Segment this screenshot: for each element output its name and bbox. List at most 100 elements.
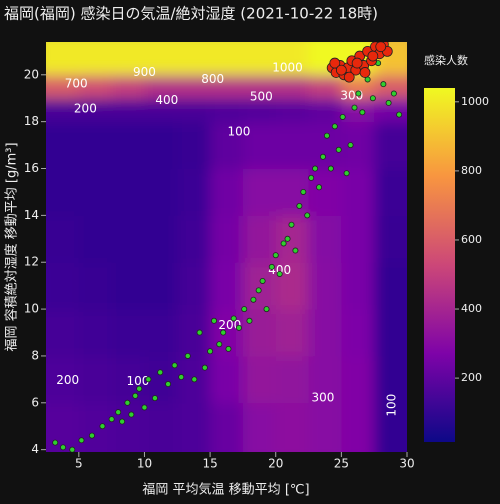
contour-label: 100	[384, 394, 398, 417]
heat-cell	[275, 309, 310, 357]
x-tick-label: 20	[268, 457, 283, 471]
heat-cell	[46, 74, 80, 99]
y-tick-label: 10	[24, 302, 39, 316]
heat-cell	[308, 309, 342, 357]
heat-cell	[275, 42, 310, 76]
heat-cell	[210, 98, 244, 123]
scatter-point	[108, 416, 115, 423]
scatter-point	[211, 317, 218, 324]
scatter-point	[272, 252, 279, 259]
scatter-point	[157, 369, 164, 376]
heat-cell	[374, 74, 407, 99]
y-tick-label: 20	[24, 67, 39, 81]
scatter-point	[255, 287, 262, 294]
scatter-point	[128, 411, 135, 418]
scatter-point	[335, 146, 342, 153]
scatter-point	[343, 170, 350, 177]
heat-cell	[374, 402, 407, 452]
heat-cell	[341, 121, 375, 170]
heat-cell	[341, 215, 375, 263]
heat-cell	[374, 168, 407, 216]
heat-cell	[144, 42, 178, 76]
heat-cell	[242, 168, 277, 216]
contour-label: 200	[74, 101, 97, 115]
heat-cell	[177, 168, 211, 216]
scatter-point	[355, 90, 362, 97]
heat-cell	[177, 402, 211, 452]
scatter-point	[339, 113, 346, 120]
scatter-point	[171, 362, 178, 369]
heatmap-layer	[46, 42, 407, 452]
heat-cell	[275, 402, 310, 452]
heat-cell	[78, 402, 113, 452]
heat-cell	[308, 121, 342, 170]
heat-cell	[177, 98, 211, 123]
heat-cell	[341, 402, 375, 452]
heat-cell	[78, 355, 113, 404]
scatter-point	[359, 109, 366, 116]
scatter-point	[308, 174, 315, 181]
contour-label: 200	[218, 318, 241, 332]
scatter-point	[230, 315, 237, 322]
contour-label: 100	[228, 125, 251, 139]
heat-cell	[78, 74, 113, 99]
y-axis-label: 福岡 容積絶対湿度 移動平均 [g/m³]	[4, 142, 20, 351]
heat-cell	[210, 215, 244, 263]
scatter-point	[220, 329, 227, 336]
heat-cell	[177, 262, 211, 310]
scatter-point	[259, 277, 266, 284]
contour-label: 300	[312, 391, 335, 405]
scatter-point	[367, 50, 379, 62]
heat-cell	[111, 121, 145, 170]
heat-cell	[46, 402, 80, 452]
x-tick-label: 25	[334, 457, 349, 471]
scatter-point	[319, 153, 326, 160]
scatter-point	[52, 439, 59, 446]
y-tick-label: 14	[24, 208, 39, 222]
heat-cell	[111, 74, 145, 99]
scatter-point	[329, 57, 341, 69]
x-tick-label: 30	[399, 457, 414, 471]
scatter-point	[60, 444, 67, 451]
scatter-point	[284, 235, 291, 242]
heat-cell	[341, 168, 375, 216]
scatter-point	[292, 247, 299, 254]
scatter-point	[191, 376, 198, 383]
colorbar-title: 感染人数	[424, 53, 468, 67]
x-axis-label: 福岡 平均気温 移動平均 [℃]	[142, 482, 309, 498]
heat-cell	[78, 98, 113, 123]
scatter-point	[351, 104, 358, 111]
x-tick-label: 5	[75, 457, 83, 471]
scatter-point	[235, 324, 242, 331]
heat-cell	[275, 98, 310, 123]
scatter-point	[296, 202, 303, 209]
scatter-point	[335, 64, 347, 76]
heat-cell	[275, 121, 310, 170]
scatter-point	[184, 352, 191, 359]
heat-cell	[341, 262, 375, 310]
heat-cell	[177, 309, 211, 357]
heat-cell	[210, 121, 244, 170]
heat-cell	[308, 168, 342, 216]
scatter-point	[145, 376, 152, 383]
scatter-point	[380, 81, 387, 88]
scatter-point	[178, 374, 185, 381]
scatter-point	[268, 263, 275, 270]
scatter-point	[241, 306, 248, 313]
scatter-point	[323, 132, 330, 139]
heat-cell	[46, 215, 80, 263]
scatter-point	[225, 345, 232, 352]
heat-cell	[111, 215, 145, 263]
contour-label: 400	[155, 93, 178, 107]
heat-cell	[78, 42, 113, 76]
contour-label: 100	[126, 374, 149, 388]
scatter-point	[196, 329, 203, 336]
heat-cell	[210, 262, 244, 310]
scatter-point	[119, 418, 126, 425]
heat-cell	[341, 309, 375, 357]
heat-cell	[242, 309, 277, 357]
contour-label: 1000	[272, 60, 303, 74]
scatter-point	[390, 90, 397, 97]
scatter-point	[396, 111, 403, 118]
